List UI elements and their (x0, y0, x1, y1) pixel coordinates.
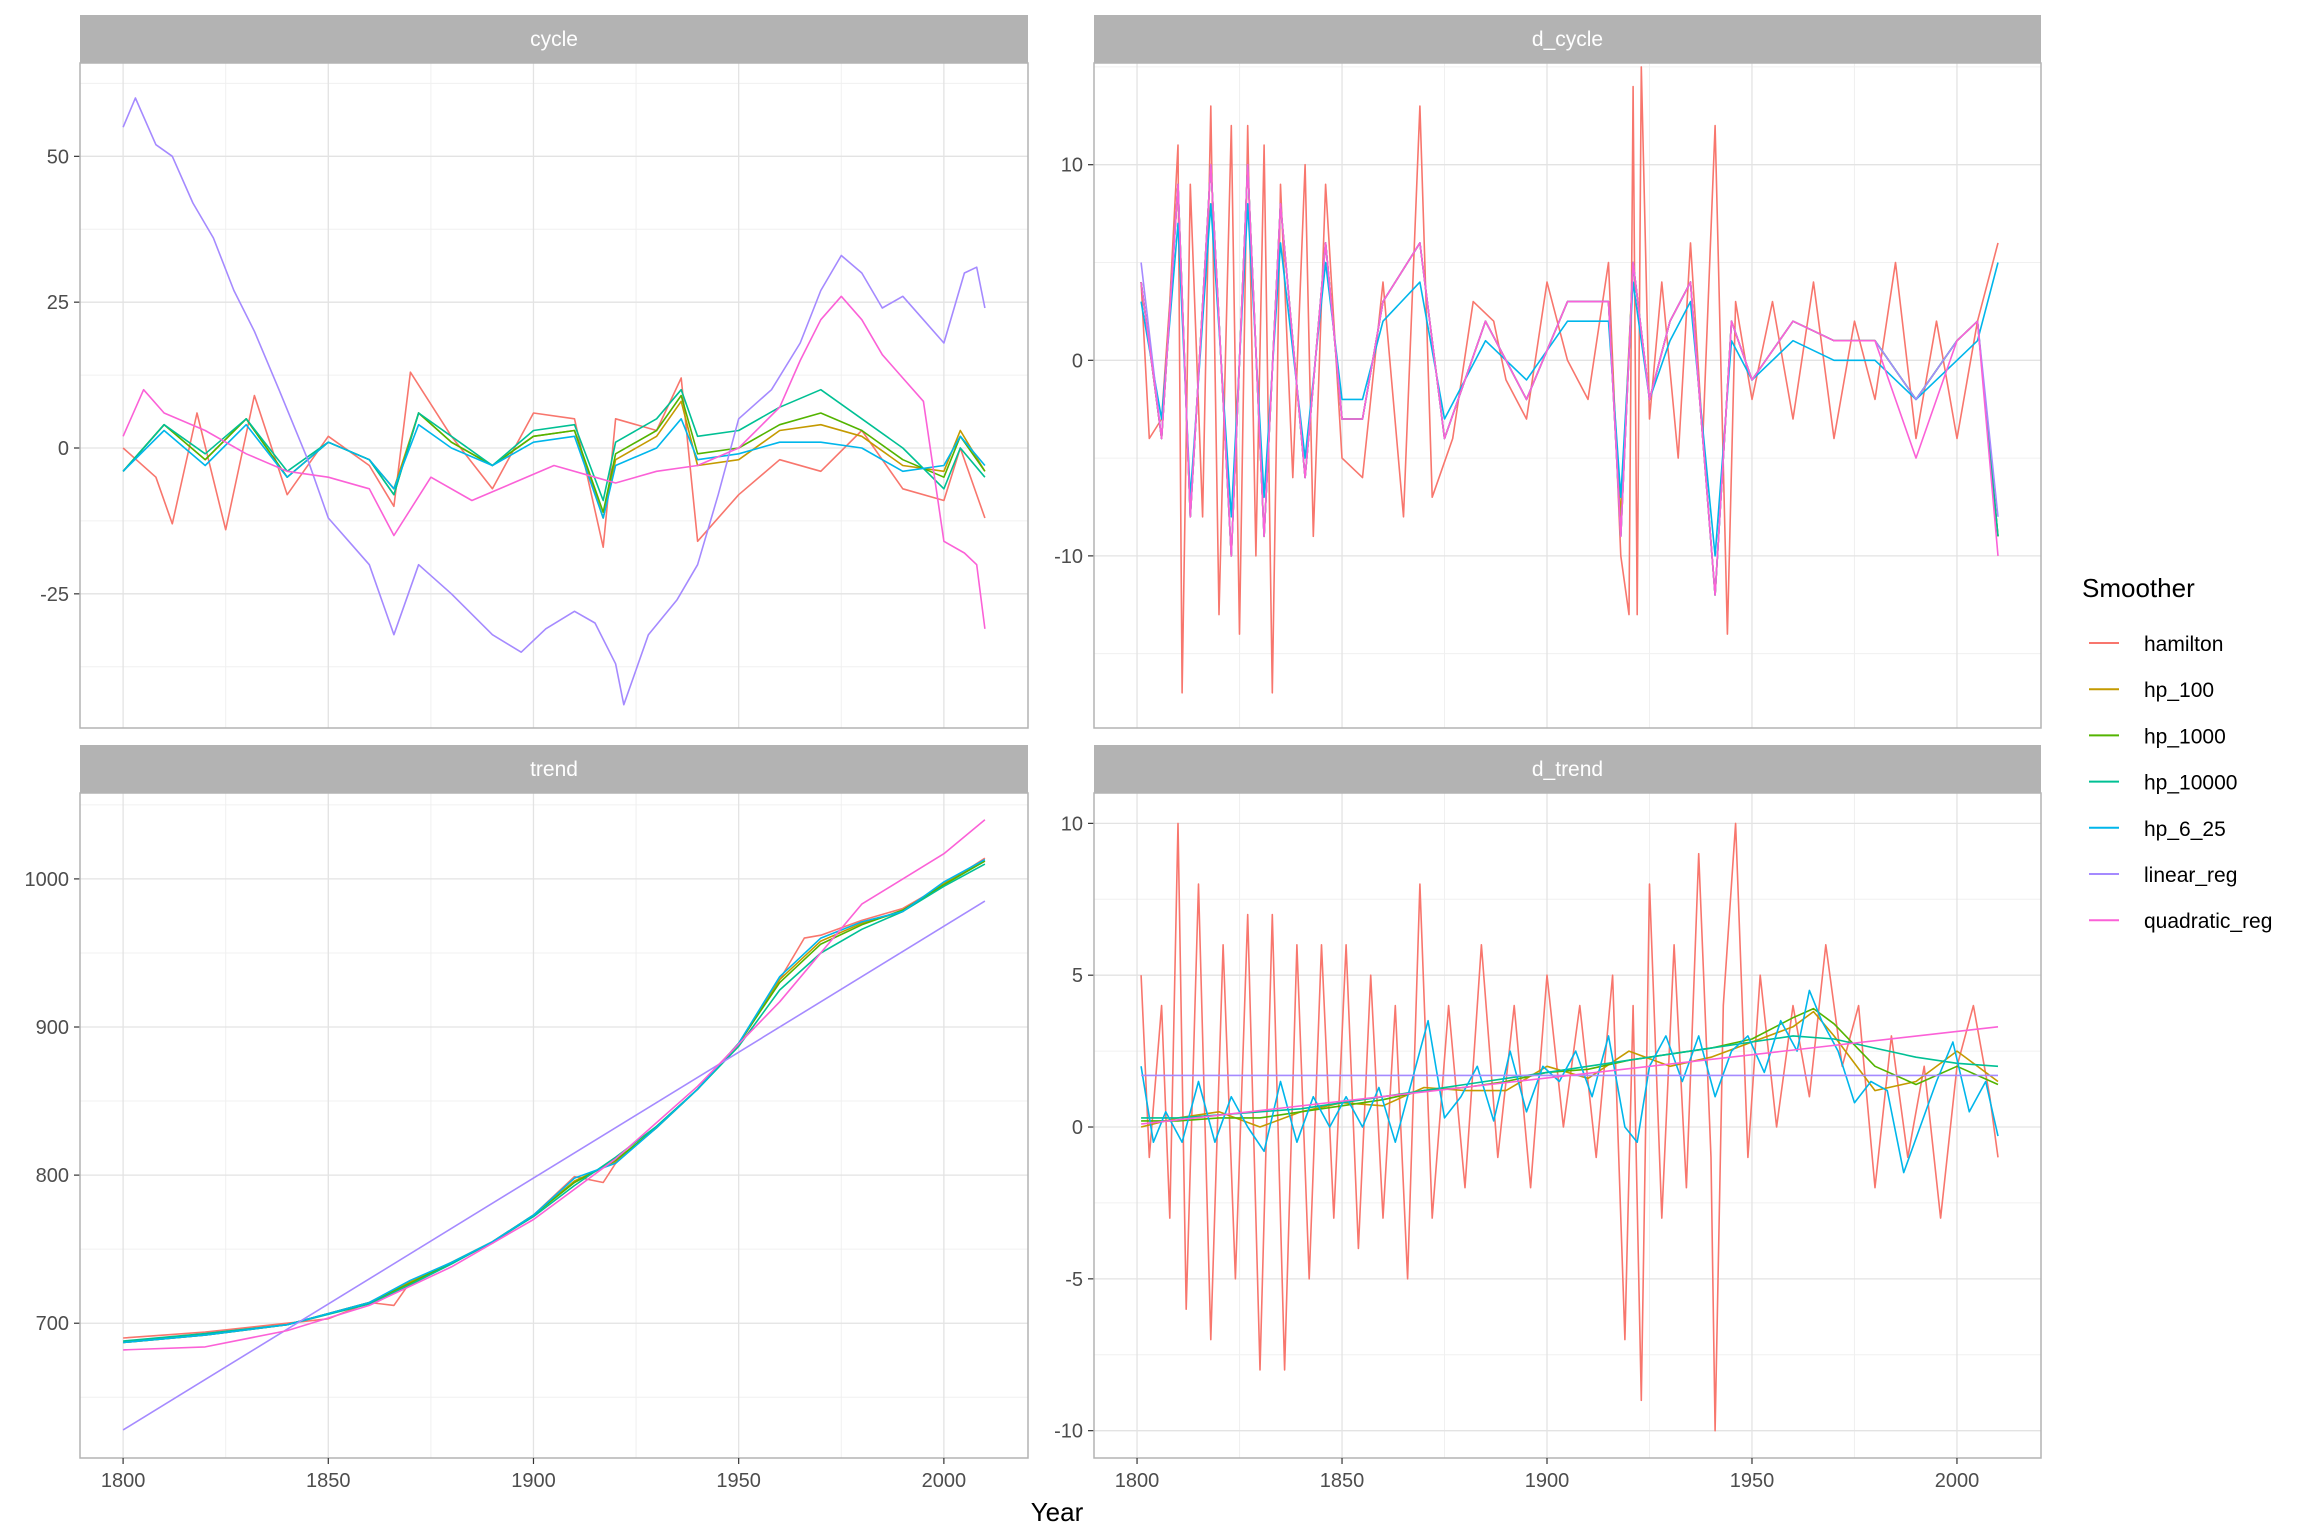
series-line-hamilton (123, 857, 986, 1339)
y-tick-label: 800 (36, 1165, 69, 1187)
x-tick-label: 1900 (1525, 1470, 1570, 1492)
strip-label: trend (530, 758, 578, 781)
series-group (1140, 822, 1999, 1432)
y-tick-label: 25 (47, 292, 69, 314)
series-line-hp-100 (1140, 1010, 1999, 1128)
legend-item-hamilton: hamilton (2089, 633, 2223, 656)
legend-title: Smoother (2082, 573, 2195, 603)
y-tick-label: 900 (36, 1017, 69, 1039)
legend-label: hamilton (2144, 633, 2223, 656)
y-tick-label: -25 (40, 584, 69, 606)
panel-border (1093, 792, 2042, 1459)
series-line-hp-6-25 (123, 858, 986, 1344)
legend-item-hp-6-25: hp_6_25 (2089, 818, 2226, 841)
x-tick-label: 1950 (1730, 1470, 1775, 1492)
legend-item-hp-1000: hp_1000 (2089, 725, 2226, 748)
panel-d-trend: d_trend -10 -5 0 5 10 1800 1850 1900 1950 2000 (1054, 745, 2042, 1492)
series-line-hamilton (1140, 66, 1999, 694)
y-tick-label: -10 (1054, 546, 1083, 568)
legend-item-linear-reg: linear_reg (2089, 864, 2237, 887)
strip-background (1094, 15, 2041, 63)
x-tick-label: 1900 (511, 1470, 556, 1492)
series-line-quadratic-reg (1140, 163, 1999, 596)
y-tick-label: 0 (58, 438, 69, 460)
legend-item-hp-10000: hp_10000 (2089, 772, 2237, 795)
y-tick-label: 0 (1072, 350, 1083, 372)
y-tick-label: 50 (47, 146, 69, 168)
legend-item-hp-100: hp_100 (2089, 679, 2214, 702)
y-tick-label: 10 (1061, 155, 1083, 177)
series-line-quadratic-reg (1141, 1026, 1999, 1125)
series-line-hp-1000 (1141, 1007, 1999, 1122)
legend-label: hp_1000 (2144, 725, 2226, 748)
strip-label: d_cycle (1532, 28, 1603, 51)
series-line-hp-10000 (123, 863, 986, 1342)
panel-cycle: cycle -25 0 25 50 (40, 15, 1029, 729)
strip-background (1094, 745, 2041, 793)
y-tick-label: 1000 (25, 869, 70, 891)
series-line-hamilton (1140, 822, 1999, 1432)
strip-label: d_trend (1532, 758, 1603, 781)
panel-border (79, 62, 1029, 729)
x-tick-label: 1950 (716, 1470, 761, 1492)
series-line-hp-6-25 (1140, 989, 1999, 1174)
y-tick-label: 5 (1072, 965, 1083, 987)
series-line-quadratic-reg (123, 819, 986, 1351)
legend-label: hp_10000 (2144, 772, 2237, 795)
panel-trend: trend 700 800 900 1000 1800 1850 1900 1950 2000 (25, 745, 1029, 1492)
series-line-hp-6-25 (122, 417, 986, 519)
series-line-linear-reg (122, 97, 986, 706)
series-group (122, 97, 986, 706)
strip-label: cycle (530, 28, 578, 51)
panel-border (79, 792, 1029, 1459)
strip-background (80, 15, 1028, 63)
series-line-quadratic-reg (122, 295, 986, 629)
series-group (122, 819, 986, 1431)
series-group (1140, 66, 1999, 694)
legend-label: linear_reg (2144, 864, 2237, 887)
legend-label: hp_6_25 (2144, 818, 2226, 841)
x-tick-label: 2000 (922, 1470, 967, 1492)
x-tick-label: 1850 (306, 1470, 351, 1492)
x-tick-label: 1800 (1115, 1470, 1160, 1492)
y-tick-label: -5 (1065, 1269, 1083, 1291)
y-tick-label: -10 (1054, 1421, 1083, 1443)
series-line-hp-10000 (122, 388, 986, 502)
y-tick-label: 700 (36, 1313, 69, 1335)
series-line-linear-reg (122, 900, 986, 1431)
panel-border (1093, 62, 2042, 729)
x-tick-label: 1850 (1320, 1470, 1365, 1492)
y-tick-label: 0 (1072, 1117, 1083, 1139)
legend-label: hp_100 (2144, 679, 2214, 702)
series-line-hamilton (122, 371, 986, 549)
x-tick-label: 1800 (101, 1470, 146, 1492)
facet-panels: cycle-2502550d_cycle-10010trend700800900… (25, 15, 2042, 1492)
legend-item-quadratic-reg: quadratic_reg (2089, 910, 2272, 933)
panel-d-cycle: d_cycle -10 0 10 (1054, 15, 2042, 729)
strip-background (80, 745, 1028, 793)
legend: Smoother hamilton hp_100 hp_1000 hp_10000hp… (2082, 573, 2272, 933)
legend-label: quadratic_reg (2144, 910, 2272, 933)
y-tick-label: 10 (1061, 813, 1083, 835)
x-tick-label: 2000 (1935, 1470, 1980, 1492)
x-axis-title: Year (1031, 1497, 1084, 1527)
